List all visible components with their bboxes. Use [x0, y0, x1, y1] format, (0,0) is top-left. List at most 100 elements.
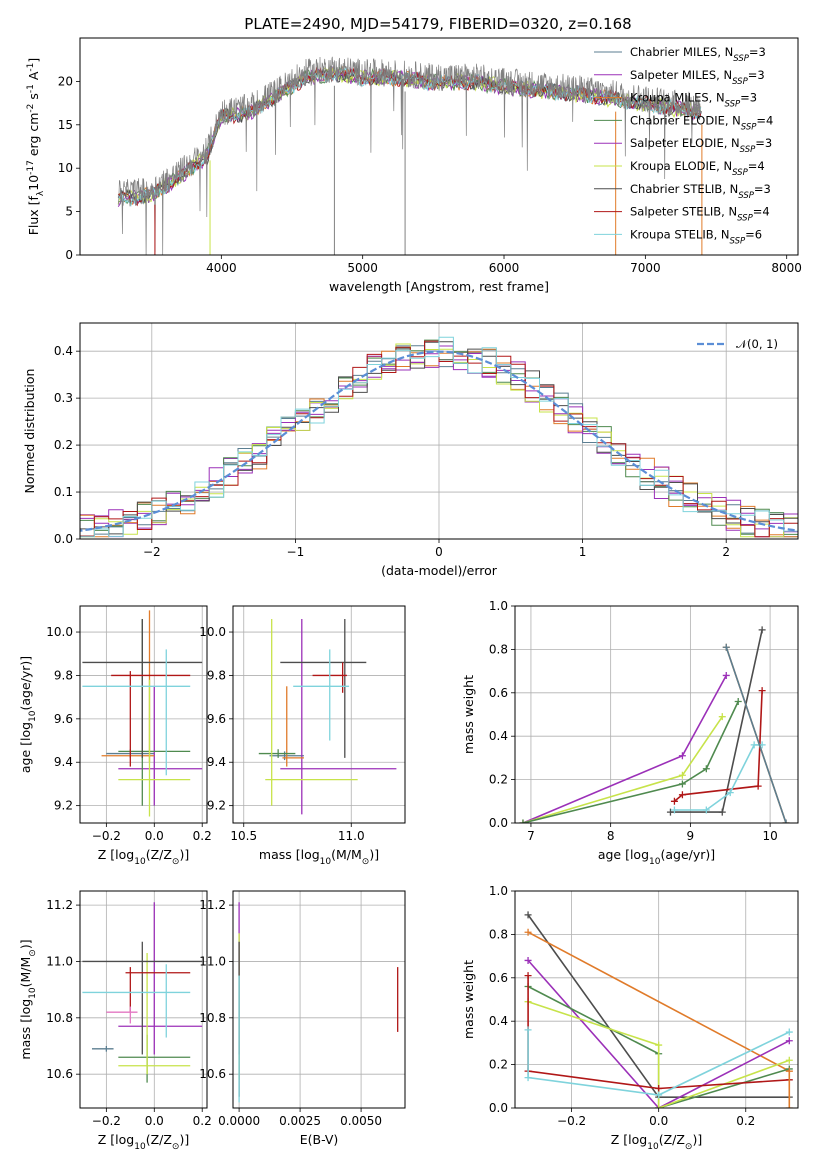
y-tick-label: 9.2 [207, 799, 226, 813]
x-tick-label: 10 [762, 829, 777, 843]
legend-label: Chabrier MILES, NSSP=3 [630, 45, 766, 64]
mass-weight-marker [718, 713, 726, 721]
mass-weight-line [527, 931, 790, 1072]
y-tick-label: 9.4 [207, 755, 226, 769]
y-axis-label: mass weight [461, 675, 476, 754]
plot-area [80, 336, 798, 538]
weight-vs-metallicity-chart: −0.2 0.0 0.2 0.0 0.2 0.4 0.6 0.8 1.0 Z [log10(Z/Z… [461, 884, 799, 1152]
x-tick-label: −1 [287, 545, 305, 559]
y-tick-label: 0.8 [489, 927, 508, 941]
grid [80, 891, 207, 1108]
y-tick-label: 10.0 [199, 625, 226, 639]
x-tick-label: 1 [579, 545, 587, 559]
y-tick-label: 0.4 [489, 1014, 508, 1028]
mass-weight-marker [758, 687, 766, 695]
mass-weight-marker [785, 1056, 793, 1064]
mass-weight-marker [785, 1028, 793, 1036]
y-axis-label: Normed distribution [22, 369, 37, 494]
y-tick-label: 15 [58, 118, 73, 132]
x-tick-label: 4000 [206, 261, 237, 275]
y-tick-label: 1.0 [489, 884, 508, 898]
y-tick-label: 9.8 [207, 668, 226, 682]
y-axis-label: mass weight [461, 960, 476, 1039]
mass-weight-marker [758, 626, 766, 634]
y-tick-label: 10 [58, 161, 73, 175]
y-tick-label: 1.0 [489, 599, 508, 613]
mass-weight-marker [678, 791, 686, 799]
y-tick-label: 11.0 [199, 954, 226, 968]
ticks: 10.5 11.0 9.2 9.4 9.6 9.8 10.0 [199, 625, 364, 843]
y-tick-label: 11.0 [46, 954, 73, 968]
y-tick-label: 0.3 [54, 391, 73, 405]
y-tick-label: 9.8 [54, 668, 73, 682]
x-axis-label: (data-model)/error [381, 563, 498, 578]
mass-weight-line [673, 690, 763, 802]
plot-area [258, 619, 397, 815]
y-tick-label: 5 [65, 205, 73, 219]
axes-frame [79, 322, 799, 540]
x-tick-label: 2 [722, 545, 730, 559]
mass-weight-line [522, 675, 728, 823]
x-tick-label: 6000 [489, 261, 520, 275]
x-tick-label: 9 [687, 829, 695, 843]
figure-title: PLATE=2490, MJD=54179, FIBERID=0320, z=0… [244, 15, 631, 33]
y-tick-label: 0.4 [489, 729, 508, 743]
mass-vs-metallicity-chart: −0.2 0.0 0.2 10.6 10.8 11.0 11.2 Z [log10(Z/Z⊙)… [18, 890, 212, 1152]
mass-weight-marker [655, 1041, 663, 1049]
legend-label: Kroupa MILES, NSSP=3 [630, 91, 757, 110]
legend-label: Chabrier ELODIE, NSSP=4 [630, 113, 773, 132]
y-tick-label: 0.0 [489, 1101, 508, 1115]
x-tick-label: 0.0 [649, 1114, 668, 1128]
ticks: 0.0000 0.0025 0.0050 10.6 10.8 11.0 11.2 [199, 898, 382, 1128]
mass-weight-marker [678, 780, 686, 788]
mass-weight-marker [702, 806, 710, 814]
plot-area [519, 626, 790, 823]
plot-area [82, 902, 203, 1083]
x-tick-label: 0.2 [736, 1114, 755, 1128]
x-tick-label: 8000 [771, 261, 802, 275]
x-axis-label: Z [log10(Z/Z⊙)] [98, 847, 189, 867]
age-vs-mass-chart: 10.5 11.0 9.2 9.4 9.6 9.8 10.0 mass [log10(M/M⊙… [199, 605, 406, 867]
mass-weight-marker [519, 819, 527, 823]
weight-vs-age-chart: 7 8 9 10 0.0 0.2 0.4 0.6 0.8 1.0 age [log10(age/yr… [461, 599, 799, 867]
legend-label: Kroupa STELIB, NSSP=6 [630, 227, 762, 246]
y-tick-label: 0.8 [489, 642, 508, 656]
residual-histogram-step [80, 336, 798, 538]
x-axis-label: Z [log10(Z/Z⊙)] [98, 1132, 189, 1152]
legend-label: Kroupa ELODIE, NSSP=4 [630, 159, 765, 178]
axes-frame [79, 37, 799, 256]
x-axis-label: mass [log10(M/M⊙)] [259, 847, 379, 867]
y-tick-label: 0.2 [489, 773, 508, 787]
mass-weight-line [674, 744, 763, 811]
y-tick-label: 0.1 [54, 485, 73, 499]
mass-weight-marker [722, 671, 730, 679]
y-tick-label: 10.8 [46, 1011, 73, 1025]
spectrum-legend: Chabrier MILES, NSSP=3 Salpeter MILES, NS… [594, 45, 773, 246]
mass-weight-line [522, 716, 723, 823]
legend-label: 𝒩(0, 1) [736, 337, 778, 351]
y-tick-label: 10.6 [46, 1067, 73, 1081]
legend-label: Salpeter STELIB, NSSP=4 [630, 205, 770, 224]
mass-weight-marker [524, 928, 532, 936]
plot-area [524, 911, 793, 1108]
x-tick-label: 7000 [630, 261, 661, 275]
legend-label: Salpeter ELODIE, NSSP=3 [630, 136, 772, 155]
residual-histogram-chart: −2 −1 0 1 2 0.0 0.1 0.2 0.3 0.4 (data-model)/error… [22, 322, 799, 578]
mass-weight-marker [666, 808, 674, 816]
ticks: −0.2 0.0 0.2 10.6 10.8 11.0 11.2 [46, 898, 211, 1128]
mass-weight-marker [734, 697, 742, 705]
mass-weight-line [522, 701, 739, 823]
mass-weight-marker [670, 797, 678, 805]
observed-spectrum-line [117, 56, 702, 255]
mass-weight-marker [782, 819, 790, 823]
x-tick-label: 0.0 [145, 1114, 164, 1128]
y-tick-label: 0.4 [54, 344, 73, 358]
mass-weight-marker [524, 1074, 532, 1082]
age-vs-metallicity-chart: −0.2 0.0 0.2 9.2 9.4 9.6 9.8 10.0 Z [log10(Z/Z⊙)… [18, 605, 212, 867]
grid [233, 891, 405, 1108]
plot-area [82, 610, 203, 817]
x-tick-label: 0.2 [193, 829, 212, 843]
y-tick-label: 0 [65, 248, 73, 262]
axes-frame [514, 890, 799, 1109]
